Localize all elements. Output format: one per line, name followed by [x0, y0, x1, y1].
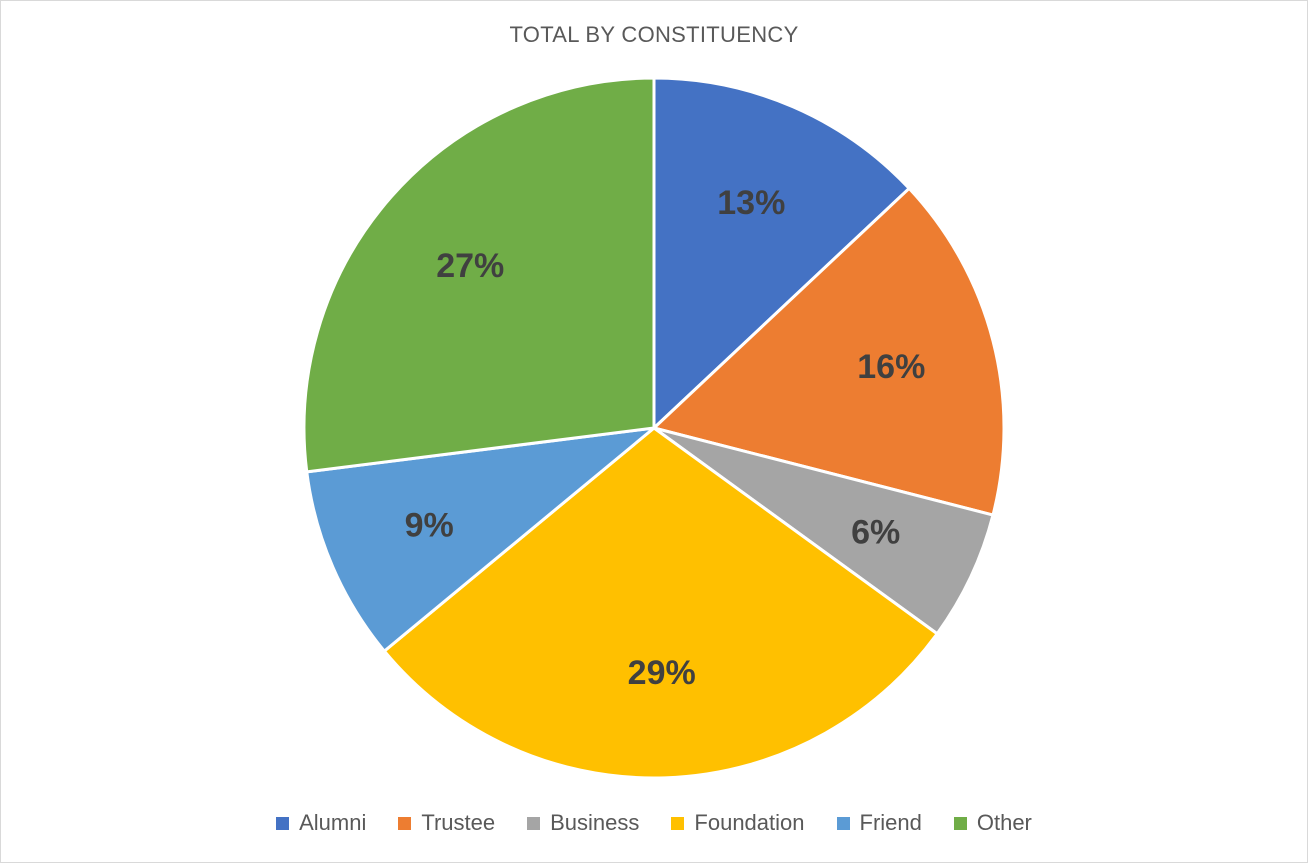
- data-label-business: 6%: [851, 513, 900, 551]
- legend-label-alumni: Alumni: [299, 810, 367, 835]
- data-label-trustee: 16%: [857, 348, 925, 386]
- pie-slice-business: [652, 426, 995, 636]
- pie-slice-foundation: [382, 426, 939, 780]
- legend-label-foundation: Foundation: [694, 810, 805, 835]
- pie-slice-alumni: [652, 76, 911, 430]
- data-label-friend: 9%: [405, 506, 454, 544]
- legend-label-trustee: Trustee: [421, 810, 496, 835]
- legend-item-business: Business: [527, 810, 639, 836]
- legend-item-alumni: Alumni: [276, 810, 366, 836]
- legend-item-trustee: Trustee: [398, 810, 495, 836]
- legend-swatch-trustee: [398, 816, 412, 830]
- legend-item-friend: Friend: [836, 810, 922, 836]
- legend-swatch-other: [953, 816, 967, 830]
- legend-label-other: Other: [976, 810, 1032, 835]
- legend-swatch-alumni: [276, 816, 290, 830]
- legend-label-business: Business: [550, 810, 640, 835]
- legend-swatch-foundation: [671, 816, 685, 830]
- data-label-foundation: 29%: [628, 654, 696, 692]
- data-label-alumni: 13%: [717, 184, 785, 222]
- legend: Alumni Trustee Business Foundation Frien…: [0, 810, 1308, 836]
- chart-title: TOTAL BY CONSTITUENCY: [509, 22, 799, 47]
- pie-slice-other: [302, 76, 656, 474]
- legend-label-friend: Friend: [859, 810, 922, 835]
- legend-item-foundation: Foundation: [671, 810, 805, 836]
- legend-swatch-business: [527, 816, 541, 830]
- data-label-other: 27%: [436, 247, 504, 285]
- pie-slice-trustee: [652, 186, 1006, 517]
- legend-swatch-friend: [836, 816, 850, 830]
- legend-item-other: Other: [953, 810, 1032, 836]
- pie-slice-friend: [305, 426, 656, 653]
